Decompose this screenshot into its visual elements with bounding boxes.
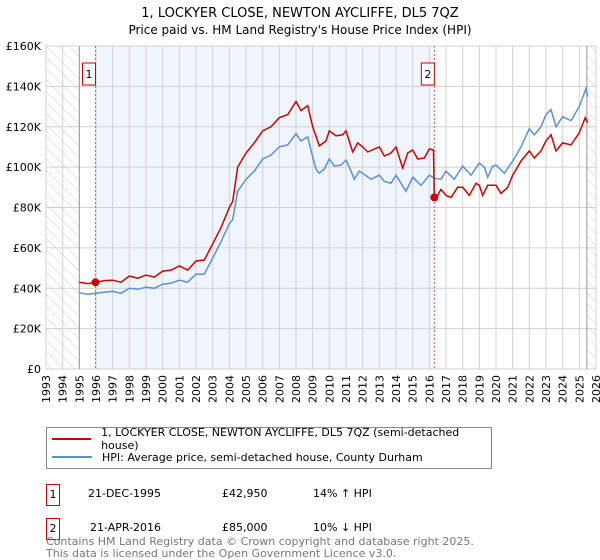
property-price-line [79, 100, 589, 285]
y-tick-label: £120K [6, 121, 42, 134]
x-tick-label: 2002 [190, 375, 203, 403]
x-tick-label: 2020 [490, 375, 503, 403]
sale-point [430, 193, 439, 202]
x-tick-label: 2025 [573, 375, 586, 403]
sale-label-box [420, 62, 435, 86]
x-tick-label: 2005 [240, 375, 253, 403]
x-tick-label: 1999 [140, 375, 153, 403]
x-tick-label: 1994 [57, 375, 70, 403]
x-tick-label: 2021 [507, 375, 520, 403]
x-tick-label: 1997 [107, 375, 120, 403]
x-tick-label: 2008 [290, 375, 303, 403]
y-tick-label: £40K [13, 282, 42, 295]
x-tick-label: 2013 [373, 375, 386, 403]
transaction-hpi: 10% ↓ HPI [313, 521, 372, 534]
transaction-date: 21-DEC-1995 [88, 487, 162, 500]
footer-line: This data is licensed under the Open Gov… [46, 547, 397, 560]
legend-item-hpi: HPI: Average price, semi-detached house,… [47, 448, 423, 466]
sale-label: 2 [424, 68, 431, 81]
x-tick-label: 2011 [340, 375, 353, 403]
transaction-marker: 1 [46, 484, 60, 506]
x-tick-label: 2017 [440, 375, 453, 403]
y-tick-label: £60K [13, 242, 42, 255]
legend-blue-line [52, 456, 92, 458]
y-tick-label: £160K [6, 40, 42, 53]
transaction-hpi: 14% ↑ HPI [313, 487, 372, 500]
chart-legend: 1, LOCKYER CLOSE, NEWTON AYCLIFFE, DL5 7… [46, 426, 492, 469]
transaction-price: £85,000 [222, 521, 268, 534]
attribution-footer: Contains HM Land Registry data © Crown c… [46, 536, 474, 560]
sale-point [91, 278, 100, 287]
x-tick-label: 2010 [323, 375, 336, 403]
x-tick-label: 2014 [390, 375, 403, 403]
chart-title: 1, LOCKYER CLOSE, NEWTON AYCLIFFE, DL5 7… [141, 6, 459, 21]
x-tick-label: 2023 [540, 375, 553, 403]
chart-subtitle: Price paid vs. HM Land Registry's House … [128, 23, 471, 37]
footer-line: Contains HM Land Registry data © Crown c… [46, 535, 474, 548]
x-tick-label: 1998 [123, 375, 136, 403]
x-tick-label: 2004 [223, 375, 236, 403]
y-tick-label: £100K [6, 161, 42, 174]
legend-label: 1, LOCKYER CLOSE, NEWTON AYCLIFFE, DL5 7… [101, 426, 460, 452]
transaction-date: 21-APR-2016 [90, 521, 162, 534]
x-tick-label: 2022 [523, 375, 536, 403]
sale-label: 1 [86, 68, 93, 81]
x-tick-label: 2026 [590, 375, 600, 403]
x-tick-label: 2009 [307, 375, 320, 403]
legend-red-line [52, 438, 92, 440]
x-tick-label: 2015 [407, 375, 420, 403]
x-tick-label: 2018 [457, 375, 470, 403]
x-tick-label: 2019 [473, 375, 486, 403]
y-tick-label: £20K [13, 323, 42, 336]
x-tick-label: 2006 [257, 375, 270, 403]
hpi-series-line [79, 85, 589, 296]
x-tick-label: 2001 [173, 375, 186, 403]
x-tick-label: 1993 [40, 375, 53, 403]
x-tick-label: 2003 [207, 375, 220, 403]
y-tick-label: £0 [27, 363, 41, 376]
transaction-marker: 2 [46, 518, 60, 540]
x-tick-label: 1996 [90, 375, 103, 403]
x-tick-label: 2024 [557, 375, 570, 403]
x-tick-label: 2007 [273, 375, 286, 403]
legend-label: HPI: Average price, semi-detached house,… [102, 450, 423, 464]
y-tick-label: £80K [13, 202, 42, 215]
x-tick-label: 2016 [423, 375, 436, 403]
x-tick-label: 2000 [157, 375, 170, 403]
y-tick-label: £140K [6, 80, 42, 93]
price-chart: 1, LOCKYER CLOSE, NEWTON AYCLIFFE, DL5 7… [6, 6, 600, 403]
legend-item-property: 1, LOCKYER CLOSE, NEWTON AYCLIFFE, DL5 7… [47, 426, 491, 452]
transaction-row: 2 21-APR-2016 £85,000 10% ↓ HPI [46, 518, 546, 540]
transaction-price: £42,950 [222, 487, 268, 500]
x-tick-label: 1995 [73, 375, 86, 403]
x-tick-label: 2012 [357, 375, 370, 403]
transaction-row: 1 21-DEC-1995 £42,950 14% ↑ HPI [46, 484, 546, 506]
sale-label-box [82, 62, 96, 86]
